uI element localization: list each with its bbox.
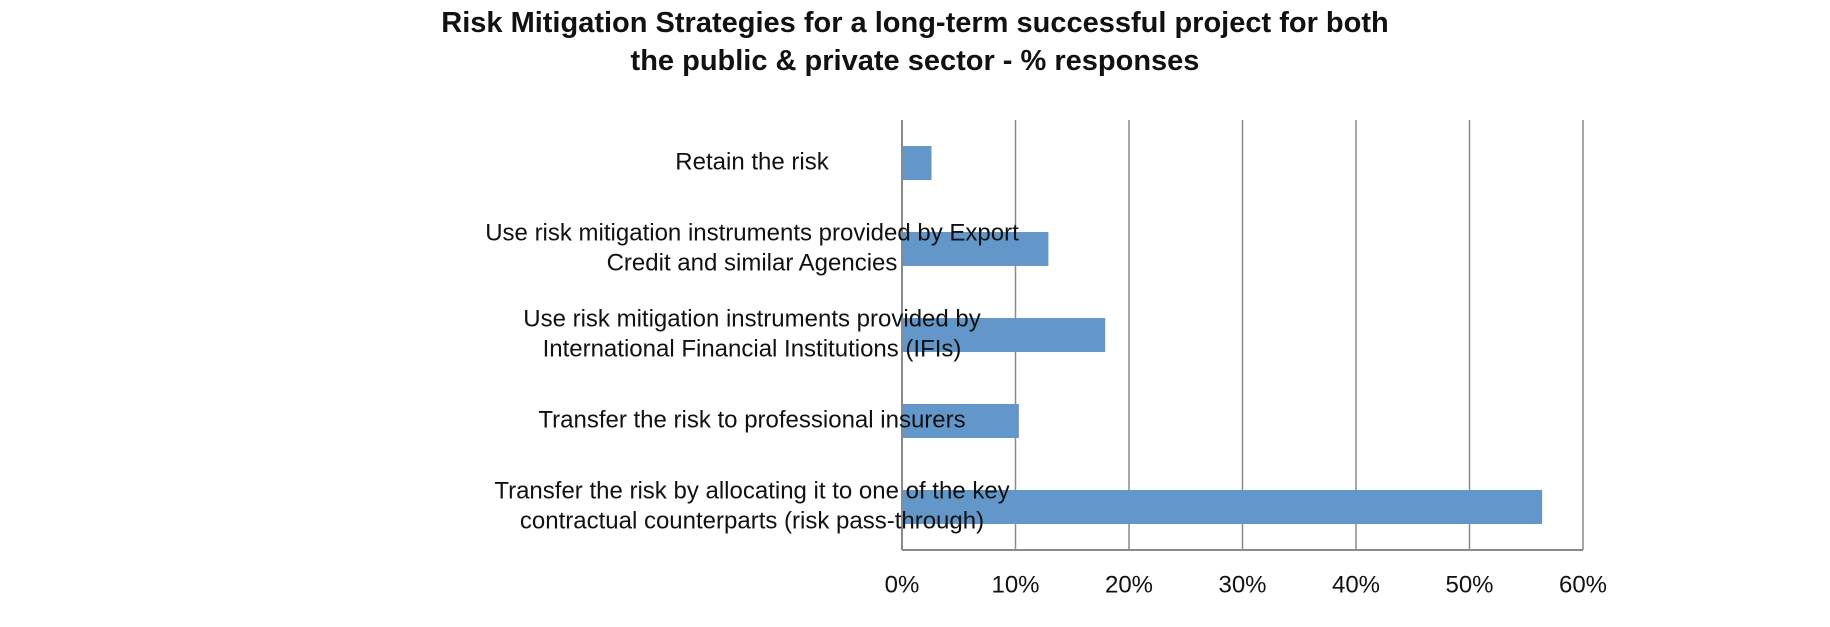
chart-title: Risk Mitigation Strategies for a long-te…: [0, 4, 1830, 80]
x-tick-label-10: 10%: [991, 571, 1039, 598]
x-tick-label-50: 50%: [1445, 571, 1493, 598]
x-tick-label-30: 30%: [1218, 571, 1266, 598]
category-label-1-line-1: Credit and similar Agencies: [607, 249, 898, 276]
x-tick-label-40: 40%: [1332, 571, 1380, 598]
category-label-1-line-0: Use risk mitigation instruments provided…: [485, 219, 1019, 246]
category-label-0-line-0: Retain the risk: [675, 148, 829, 175]
bar-1: [903, 232, 1049, 266]
chart-title-line-2: the public & private sector - % response…: [630, 45, 1200, 77]
chart-title-line-1: Risk Mitigation Strategies for a long-te…: [441, 7, 1389, 39]
bar-2: [903, 318, 1106, 352]
category-label-2-line-0: Use risk mitigation instruments provided…: [523, 305, 981, 332]
x-tick-label-20: 20%: [1105, 571, 1153, 598]
x-tick-label-60: 60%: [1559, 571, 1607, 598]
category-label-4-line-1: contractual counterparts (risk pass-thro…: [520, 507, 984, 534]
bar-3: [903, 404, 1019, 438]
category-label-3-line-0: Transfer the risk to professional insure…: [538, 406, 965, 433]
category-label-4-line-0: Transfer the risk by allocating it to on…: [494, 477, 1009, 504]
bar-0: [903, 146, 932, 180]
category-label-2-line-1: International Financial Institutions (IF…: [543, 335, 962, 362]
bar-4: [903, 490, 1543, 524]
x-tick-label-0: 0%: [885, 571, 920, 598]
